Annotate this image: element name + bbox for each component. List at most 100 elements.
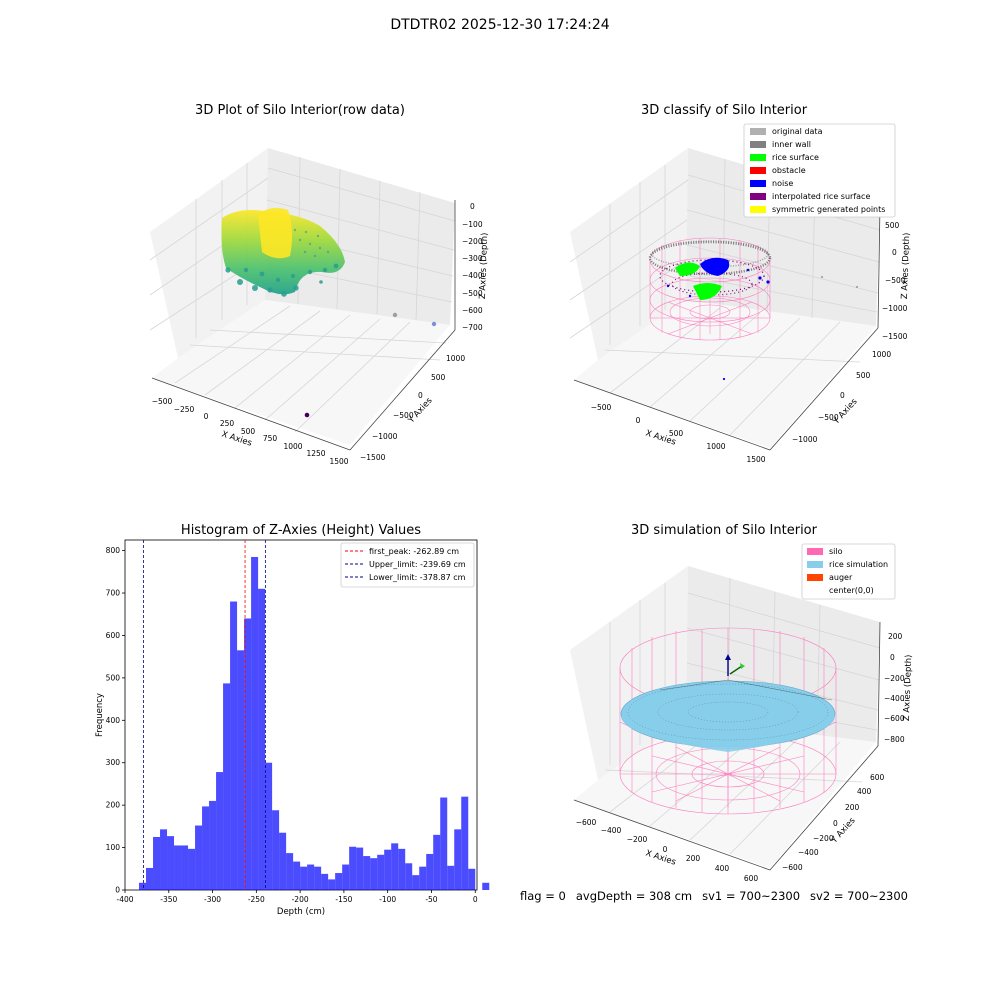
figure-title: DTDTR02 2025-12-30 17:24:24	[390, 17, 610, 33]
classify-tick-labels: −500 0 500 1000 1500 −1000 −500 0 500 10…	[591, 221, 908, 464]
y-tick-label: 200	[106, 801, 121, 810]
classify-x-tick: 1000	[706, 442, 725, 451]
histogram-bar	[356, 847, 364, 890]
histogram-bar	[286, 853, 294, 890]
histogram-bar	[377, 854, 385, 890]
classify-z-tick: −1000	[882, 304, 908, 313]
classify-z-axis-label: Z Axies (Depth)	[900, 232, 912, 299]
histogram-bar	[160, 829, 168, 890]
histogram-bar	[300, 866, 308, 890]
legend-item: original data	[750, 127, 823, 136]
histogram-bar	[209, 800, 217, 890]
histogram-bar	[370, 858, 378, 890]
flag-value: flag = 0	[520, 889, 566, 903]
classify-y-tick: −1000	[792, 435, 818, 444]
x-axis-label: Depth (cm)	[277, 907, 325, 917]
classify-z-tick: 0	[892, 248, 897, 257]
histogram-bar	[440, 797, 448, 890]
x-tick-label: -50	[425, 895, 437, 904]
histogram-panel-title: Histogram of Z-Axies (Height) Values	[180, 523, 422, 538]
x-tick-label: 0	[473, 895, 478, 904]
histogram-bar	[328, 879, 336, 890]
raw-panel-title: 3D Plot of Silo Interior(row data)	[195, 103, 405, 118]
histogram-plot-area	[124, 539, 478, 891]
legend-label: rice simulation	[829, 560, 888, 569]
histogram-bar	[384, 849, 392, 890]
histogram-bar	[419, 866, 427, 890]
y-tick-label: 400	[106, 716, 121, 725]
histogram-bar	[342, 864, 350, 890]
y-tick-label: 100	[106, 843, 121, 852]
y-tick-label: 700	[106, 589, 121, 598]
histogram-bar	[258, 588, 266, 890]
simulation-x-axis-label: X Axies	[644, 848, 677, 867]
legend-item: interpolated rice surface	[750, 192, 870, 201]
simulation-z-axis-label: Z Axies (Depth)	[902, 654, 914, 721]
simulation-y-tick: −200	[813, 834, 834, 843]
classify-points	[659, 257, 858, 381]
simulation-x-tick: −200	[627, 835, 648, 844]
histogram-bar	[454, 829, 462, 890]
avg-depth-value: avgDepth = 308 cm	[575, 889, 693, 903]
histogram-bar	[349, 846, 357, 890]
raw-y-tick: 500	[431, 373, 446, 382]
y-tick-label: 300	[106, 758, 121, 767]
raw-z-tick: 0	[470, 202, 475, 211]
simulation-x-tick: −400	[601, 826, 622, 835]
legend-label: auger	[829, 573, 853, 582]
simulation-x-tick: 0	[663, 845, 668, 854]
histogram-bar	[251, 556, 259, 890]
legend-item: rice simulation	[807, 560, 888, 569]
legend-label: silo	[829, 547, 843, 556]
histogram-bar	[195, 825, 203, 890]
histogram-bar	[321, 873, 329, 890]
sv1-value: sv1 = 700~2300	[702, 889, 801, 903]
legend-label: inner wall	[772, 140, 811, 149]
simulation-tick-labels: −600 −400 −200 0 200 400 600 −600 −400 −…	[576, 632, 905, 883]
simulation-panel-title: 3D simulation of Silo Interior	[631, 523, 817, 538]
histogram-bar	[293, 861, 301, 890]
raw-x-tick: −500	[152, 397, 173, 406]
legend-item: silo	[807, 547, 843, 556]
x-tick-label: -350	[160, 895, 177, 904]
classify-y-tick: 1000	[872, 350, 891, 359]
classify-z-tick: −500	[885, 276, 906, 285]
classify-panel-title: 3D classify of Silo Interior	[640, 103, 808, 118]
x-tick-label: -250	[248, 895, 265, 904]
histogram-bar	[461, 796, 469, 890]
histogram-bar	[188, 848, 196, 890]
histogram-bar	[237, 650, 245, 890]
simulation-x-tick: −600	[576, 818, 597, 827]
legend-label: obstacle	[772, 166, 806, 175]
legend-item: noise	[750, 179, 793, 188]
simulation-legend: silo rice simulation auger center(0,0)	[801, 543, 896, 600]
histogram-bar	[363, 856, 371, 890]
legend-label: noise	[772, 179, 793, 188]
simulation-y-tick: −400	[798, 848, 819, 857]
raw-z-tick: −500	[462, 289, 483, 298]
x-tick-label: -400	[116, 895, 133, 904]
y-tick-label: 800	[106, 546, 121, 555]
simulation-y-tick: 400	[857, 787, 872, 796]
classify-x-tick: −500	[591, 403, 612, 412]
raw-z-tick: −300	[462, 254, 483, 263]
raw-x-tick: −250	[174, 405, 195, 414]
histogram-bar	[174, 845, 182, 890]
legend-label: original data	[772, 127, 823, 136]
raw-y-tick: −1000	[372, 432, 398, 441]
y-tick-label: 0	[115, 886, 120, 895]
histogram-bar	[272, 810, 280, 890]
raw-x-tick: 1000	[283, 442, 302, 451]
raw-z-tick: −400	[462, 271, 483, 280]
classify-y-tick: −500	[818, 413, 839, 422]
x-tick-label: -150	[335, 895, 352, 904]
legend-label: Upper_limit: -239.69 cm	[369, 560, 466, 569]
simulation-rice-surface	[620, 679, 836, 752]
simulation-y-tick: −600	[782, 863, 803, 872]
raw-z-axis-label: Z Axies (Depth)	[478, 232, 490, 299]
raw-3d-axes	[149, 148, 456, 451]
raw-y-tick: −500	[393, 411, 414, 420]
simulation-x-tick: 400	[715, 864, 730, 873]
raw-x-tick: 1250	[306, 449, 325, 458]
